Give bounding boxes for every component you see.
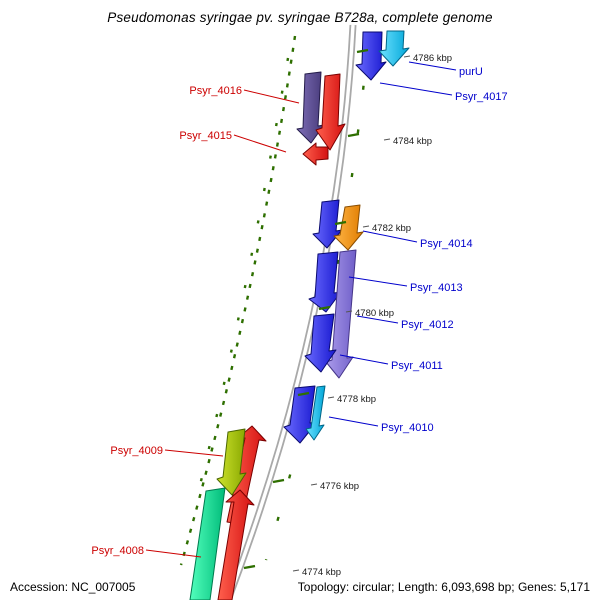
tick-leader-dash (383, 138, 391, 141)
tick-label: 4784 kbp (393, 136, 432, 147)
gene-callouts (145, 61, 457, 558)
callout-psyr-4013 (348, 276, 408, 287)
gc-plot-dotted-arc-secondary (193, 57, 290, 506)
callout-psyr-4016 (243, 89, 300, 104)
backbone-inner-line (226, 24, 355, 600)
gene-label-psyr-4008[interactable]: Psyr_4008 (91, 545, 144, 557)
status-bar: Accession: NC_007005 Topology: circular;… (0, 574, 600, 600)
gene-arrow-psyr-4014[interactable] (333, 204, 364, 251)
gene-label-puru[interactable]: purU (459, 66, 483, 78)
ruler-tick-4780: 4780 kbp (318, 305, 394, 319)
gc-plot-dotted-arc (179, 35, 297, 566)
callout-psyr-4009 (164, 449, 224, 457)
gene-label-psyr-4009[interactable]: Psyr_4009 (110, 445, 163, 457)
gene-arrow-psyr-4013[interactable] (308, 251, 342, 313)
tick-leader-dash (327, 396, 335, 399)
callout-psyr-4011 (339, 354, 389, 365)
callout-puru (408, 61, 457, 71)
tick-leader-dash (345, 310, 353, 313)
gene-label-psyr-4014[interactable]: Psyr_4014 (420, 238, 473, 250)
callout-psyr-4017 (379, 82, 453, 96)
tick-mark (334, 220, 347, 226)
ruler-tick-4784: 4784 kbp (347, 132, 432, 147)
tick-label: 4782 kbp (372, 223, 411, 234)
tick-mark (243, 564, 256, 570)
ruler-tick-4778: 4778 kbp (297, 391, 376, 405)
ruler-ticks: 4786 kbp 4784 kbp 4782 kbp 4780 kbp 4778 (243, 48, 452, 578)
status-genome-summary: Topology: circular; Length: 6,093,698 bp… (297, 580, 590, 594)
tick-mark (297, 391, 310, 397)
genome-backbone (224, 24, 357, 600)
tick-mark (318, 305, 331, 311)
gene-arrow-psyr-4009[interactable] (216, 428, 247, 496)
callout-psyr-4014 (362, 230, 418, 243)
status-accession: Accession: NC_007005 (10, 580, 136, 594)
gene-labels: purU Psyr_4017 Psyr_4014 Psyr_4013 Psyr_… (91, 66, 507, 557)
callout-psyr-4010 (328, 416, 379, 427)
tick-leader-dash (310, 483, 318, 486)
tick-mark (347, 132, 360, 138)
gene-arrow-red-gene-a[interactable] (315, 73, 346, 151)
gene-arrow-psyr-4012[interactable] (325, 249, 357, 379)
ruler-tick-4782: 4782 kbp (334, 220, 411, 234)
gene-label-psyr-4012[interactable]: Psyr_4012 (401, 319, 454, 331)
gene-arrow-psyr-4017[interactable] (355, 31, 387, 81)
tick-label: 4786 kbp (413, 53, 452, 64)
gene-arrow-psyr-4011[interactable] (304, 313, 337, 373)
gene-label-psyr-4011[interactable]: Psyr_4011 (391, 360, 443, 372)
ruler-tick-4774: 4774 kbp (243, 564, 341, 578)
map-title: Pseudomonas syringae pv. syringae B728a,… (107, 10, 493, 25)
gene-label-psyr-4013[interactable]: Psyr_4013 (410, 282, 463, 294)
ruler-tick-4786: 4786 kbp (356, 48, 452, 64)
gene-label-psyr-4015[interactable]: Psyr_4015 (179, 130, 232, 142)
gene-arrow-psyr-4008[interactable] (189, 487, 226, 600)
tick-mark (272, 478, 285, 484)
gene-arrow-cyan-gene-c[interactable] (305, 385, 326, 441)
tick-label: 4774 kbp (302, 567, 341, 578)
gene-arrow-red-gene-e[interactable] (217, 489, 255, 600)
gene-label-psyr-4016[interactable]: Psyr_4016 (189, 85, 242, 97)
gene-arrow-psyr-4016[interactable] (296, 71, 325, 144)
gene-arrow-psyr-4015[interactable] (302, 142, 329, 166)
gene-label-psyr-4010[interactable]: Psyr_4010 (381, 422, 434, 434)
tick-label: 4778 kbp (337, 394, 376, 405)
tick-label: 4780 kbp (355, 308, 394, 319)
callout-psyr-4008 (145, 549, 202, 558)
tick-mark (356, 48, 369, 54)
callout-psyr-4015 (233, 134, 287, 153)
callout-psyr-4012 (356, 315, 399, 324)
ruler-tick-4776: 4776 kbp (272, 478, 359, 492)
tick-leader-dash (292, 569, 300, 572)
tick-leader-dash (362, 225, 370, 228)
gene-label-psyr-4017[interactable]: Psyr_4017 (455, 91, 508, 103)
tick-label: 4776 kbp (320, 481, 359, 492)
tick-leader-dash (403, 55, 411, 58)
gene-arrows (189, 30, 410, 600)
gene-arrow-puru[interactable] (378, 30, 410, 67)
